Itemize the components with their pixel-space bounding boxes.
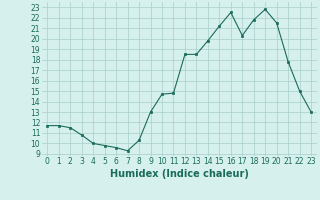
X-axis label: Humidex (Indice chaleur): Humidex (Indice chaleur) <box>110 169 249 179</box>
